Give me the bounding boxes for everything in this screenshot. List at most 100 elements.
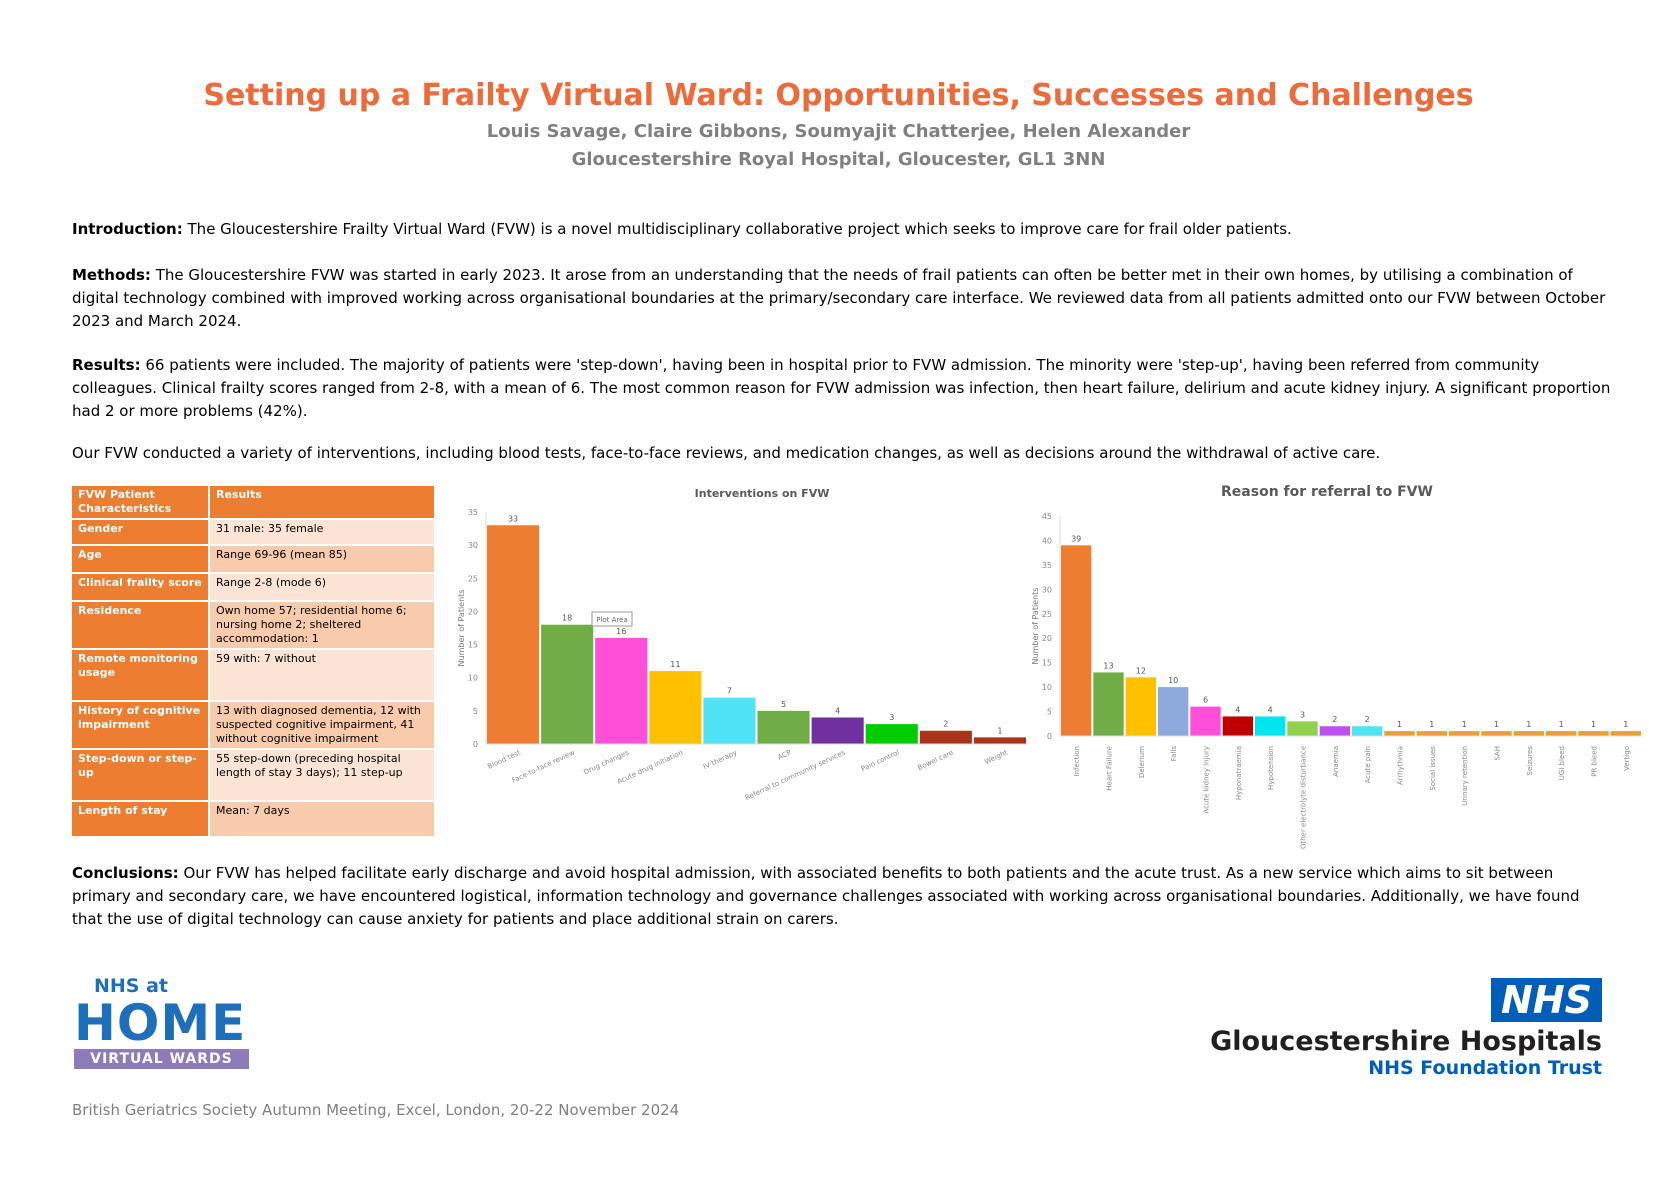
bar xyxy=(1513,731,1544,736)
x-tick-label: Weight xyxy=(983,748,1009,766)
bar xyxy=(1125,677,1156,736)
bar xyxy=(1190,706,1221,736)
data-label: 11 xyxy=(670,660,680,669)
x-tick-label: Social issues xyxy=(1429,746,1437,791)
table-row: History of cognitive impairment 13 with d… xyxy=(72,701,434,750)
bar xyxy=(595,637,648,744)
x-tick-label: Heart Failure xyxy=(1106,746,1114,791)
result-cell: 59 with: 7 without xyxy=(209,649,434,702)
x-tick-label: Blood test xyxy=(486,748,522,770)
data-label: 1 xyxy=(1559,720,1564,729)
data-label: 2 xyxy=(1332,715,1337,724)
bar xyxy=(1384,731,1415,736)
data-label: 1 xyxy=(1494,720,1499,729)
table-header-row: FVW Patient Characteristics Results xyxy=(72,486,434,520)
y-tick-label: 30 xyxy=(468,541,478,550)
characteristic-cell: Remote monitoring usage xyxy=(72,649,210,702)
result-cell: Range 2-8 (mode 6) xyxy=(209,573,434,602)
data-label: 1 xyxy=(997,726,1002,735)
x-tick-label: Hyponatraemia xyxy=(1235,746,1243,800)
bar xyxy=(1610,731,1641,736)
x-tick-label: SAH xyxy=(1494,746,1502,761)
bar xyxy=(541,624,594,744)
bar xyxy=(1416,731,1447,736)
x-tick-label: Urinary retention xyxy=(1461,746,1469,806)
x-tick-label: Bowel care xyxy=(916,749,954,773)
conclusions: Conclusions: Our FVW has helped facilita… xyxy=(72,864,1580,928)
trust-name: NHS Foundation Trust xyxy=(1368,1057,1602,1079)
data-label: 12 xyxy=(1136,666,1146,675)
x-tick-label: Other electrolyte disturbance xyxy=(1300,746,1308,849)
x-tick-label: Arrhythmia xyxy=(1397,746,1405,785)
plot-area-tooltip: Plot Area xyxy=(596,616,628,624)
x-tick-label: Vertigo xyxy=(1623,746,1631,771)
header-cell: Results xyxy=(209,486,434,520)
x-tick-label: Anaemia xyxy=(1332,746,1340,777)
x-tick-label: Delerium xyxy=(1138,746,1146,778)
y-tick-label: 35 xyxy=(1042,561,1052,570)
bar xyxy=(865,724,918,744)
table-row: Age Range 69-96 (mean 85) xyxy=(72,545,434,574)
bar xyxy=(703,697,756,744)
y-tick-label: 40 xyxy=(1042,536,1052,545)
data-label: 2 xyxy=(943,720,948,729)
chart-title: Reason for referral to FVW xyxy=(1221,484,1433,500)
table-row: Gender 31 male: 35 female xyxy=(72,519,434,546)
y-tick-label: 0 xyxy=(473,740,478,749)
y-tick-label: 30 xyxy=(1042,585,1052,594)
data-label: 3 xyxy=(1300,710,1305,719)
x-tick-label: IV therapy xyxy=(702,749,738,772)
data-label: 4 xyxy=(1268,705,1273,714)
bar xyxy=(1287,721,1318,736)
table-row: Remote monitoring usage 59 with: 7 withou… xyxy=(72,649,434,702)
y-tick-label: 25 xyxy=(1042,610,1052,619)
bar xyxy=(1319,726,1350,736)
x-tick-label: Acute pain xyxy=(1364,746,1372,783)
data-label: 33 xyxy=(508,514,518,523)
y-axis-label: Number of Patients xyxy=(457,590,466,667)
data-label: 6 xyxy=(1203,696,1208,705)
result-cell: Range 69-96 (mean 85) xyxy=(209,545,434,574)
table-row: Clinical frailty score Range 2-8 (mode 6) xyxy=(72,573,434,602)
x-tick-label: Drug changes xyxy=(583,748,631,776)
bar xyxy=(1449,731,1480,736)
y-tick-label: 45 xyxy=(1042,512,1052,521)
table-row: Residence Own home 57; residential home 6… xyxy=(72,601,434,650)
x-tick-label: Pain control xyxy=(860,749,901,774)
poster-title: Setting up a Frailty Virtual Ward: Oppor… xyxy=(203,78,1474,113)
x-tick-label: Referral to community services xyxy=(744,748,847,802)
data-label: 1 xyxy=(1526,720,1531,729)
table-row: Step-down or step-up 55 step-down (preced… xyxy=(72,749,434,802)
y-tick-label: 35 xyxy=(468,508,478,517)
result-cell: 55 step-down (preceding hospital length … xyxy=(209,749,434,802)
org-name: Gloucestershire Hospitals xyxy=(1210,1026,1602,1057)
y-tick-label: 0 xyxy=(1047,732,1052,741)
characteristic-cell: Step-down or step-up xyxy=(72,749,210,802)
bar xyxy=(1061,545,1092,736)
result-cell: Own home 57; residential home 6; nursing… xyxy=(209,601,434,650)
x-tick-label: Acute kidney injury xyxy=(1203,746,1211,814)
data-label: 7 xyxy=(727,687,732,696)
data-label: 2 xyxy=(1365,715,1370,724)
authors: Louis Savage, Claire Gibbons, Soumyajit … xyxy=(486,121,1191,142)
nhs-at-home-logo: NHS at HOME VIRTUAL WARDS xyxy=(74,975,249,1069)
data-label: 3 xyxy=(889,713,894,722)
data-label: 1 xyxy=(1623,720,1628,729)
footer-meeting: British Geriatrics Society Autumn Meetin… xyxy=(72,1101,680,1119)
interventions-text: Our FVW conducted a variety of intervent… xyxy=(72,444,1381,462)
y-tick-label: 5 xyxy=(473,707,478,716)
bar xyxy=(1578,731,1609,736)
data-label: 16 xyxy=(616,627,626,636)
introduction: Introduction: The Gloucestershire Frailt… xyxy=(72,220,1292,238)
characteristic-cell: Length of stay xyxy=(72,801,210,838)
characteristic-cell: History of cognitive impairment xyxy=(72,701,210,750)
nhs-mark: NHS xyxy=(1491,978,1602,1022)
bar xyxy=(1158,687,1189,736)
bar xyxy=(1093,672,1124,736)
data-label: 1 xyxy=(1462,720,1467,729)
gloucestershire-hospitals-logo: NHS Gloucestershire Hospitals NHS Founda… xyxy=(1202,978,1602,1079)
result-cell: Mean: 7 days xyxy=(209,801,434,838)
bar xyxy=(973,737,1026,744)
bar xyxy=(487,525,540,744)
results: Results: 66 patients were included. The … xyxy=(72,356,1611,420)
